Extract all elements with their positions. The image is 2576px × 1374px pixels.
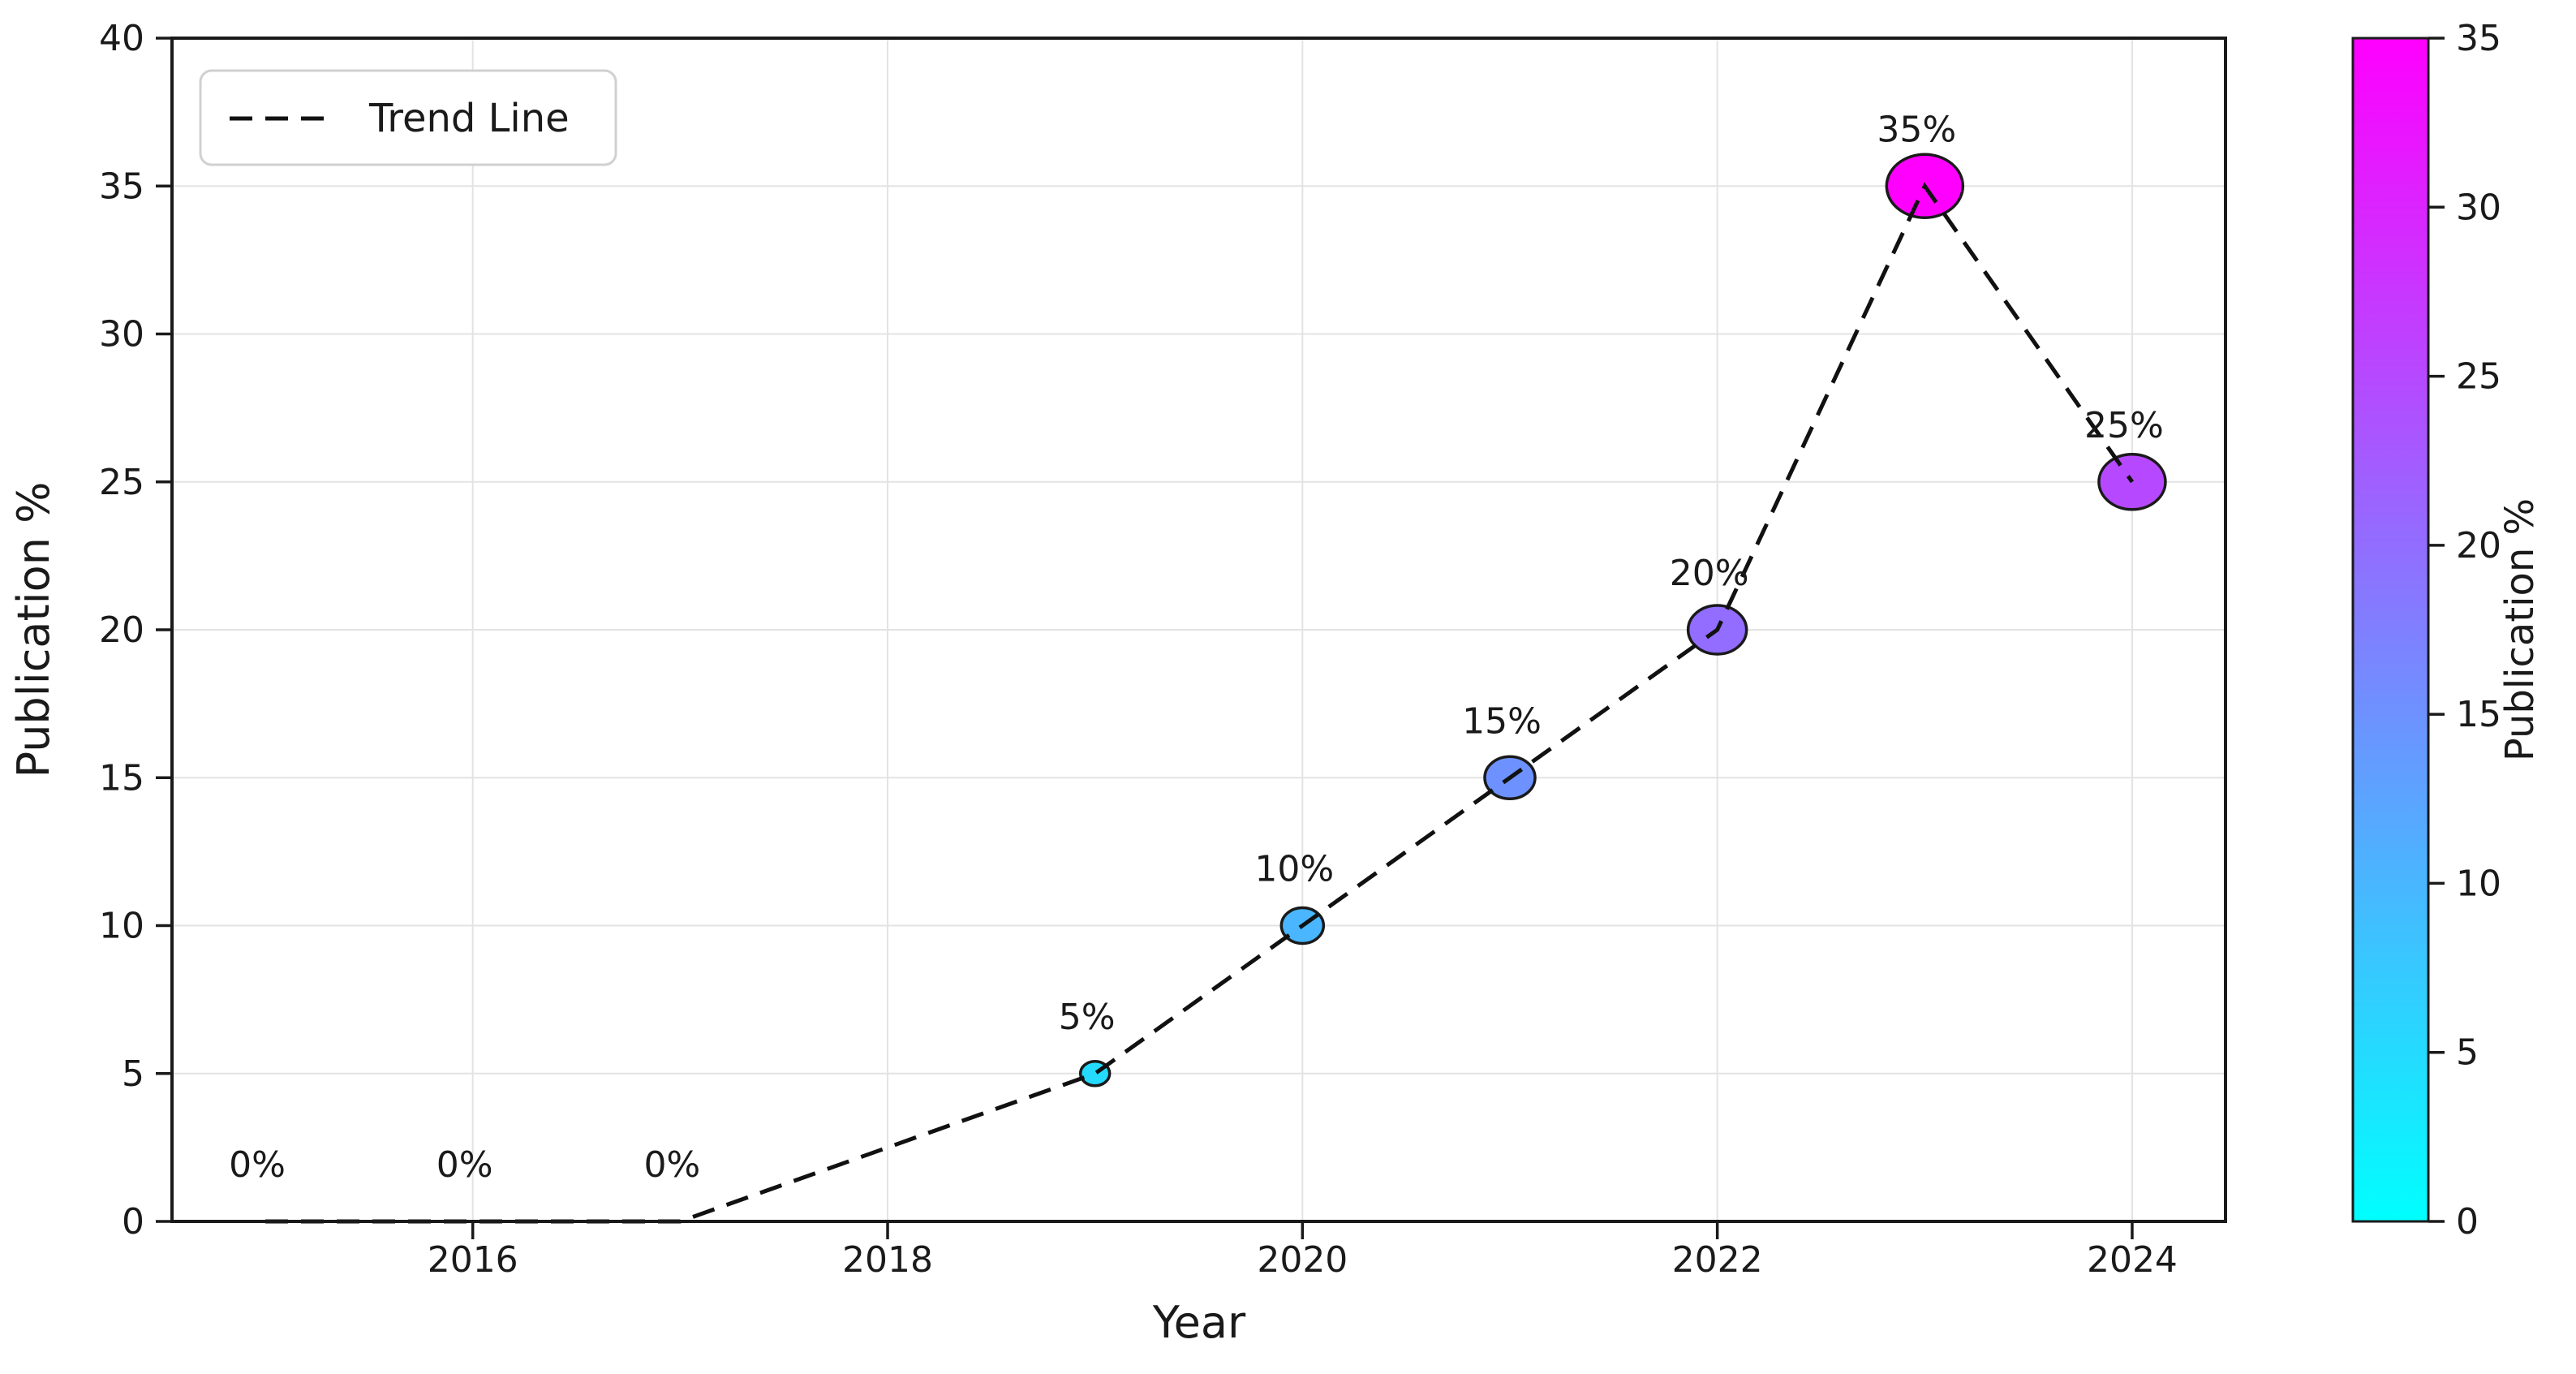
x-tick-label: 2016 [428,1239,518,1281]
label-2020: 10% [1254,849,1334,890]
label-2023: 35% [1877,109,1956,150]
trend-line [265,182,2135,1224]
label-2017: 0% [643,1144,700,1186]
y-tick-label: 30 [99,314,144,355]
label-2016: 0% [437,1144,493,1186]
colorbar-tick-label: 20 [2456,525,2501,566]
x-tick-label: 2020 [1257,1239,1348,1281]
x-tick-label: 2022 [1672,1239,1763,1281]
x-axis-title: Year [1152,1297,1246,1348]
colorbar-frame [2351,37,2430,1223]
y-tick-label: 25 [99,462,144,503]
y-tick-label: 40 [99,18,144,59]
label-2015: 0% [229,1144,286,1186]
colorbar-tick-label: 30 [2456,187,2501,228]
colorbar-tick-label: 35 [2456,18,2501,59]
y-tick-label: 5 [122,1053,144,1095]
colorbar-tick-label: 15 [2456,694,2501,735]
x-tick-label: 2024 [2087,1239,2178,1281]
y-tick-label: 0 [122,1201,144,1243]
y-tick-label: 10 [99,906,144,947]
y-tick-label: 20 [99,609,144,651]
label-2022: 20% [1670,553,1749,594]
plot-border [170,37,2227,1223]
y-tick-label: 15 [99,757,144,799]
colorbar-tick-label: 10 [2456,863,2501,904]
colorbar-title: Publication % [2497,498,2543,761]
data-points [1078,153,2167,1088]
colorbar-tick-label: 0 [2456,1201,2479,1243]
y-axis-title: Publication % [8,482,59,778]
legend: Trend Line [199,69,617,166]
label-2019: 5% [1059,997,1116,1038]
colorbar-tick-label: 25 [2456,356,2501,398]
colorbar: 0 5 10 15 20 25 30 35 [2351,18,2501,1243]
axis-ticks: 0 5 10 15 20 25 30 35 40 2016 2018 2020 2022 2024 [99,18,2178,1281]
label-2024: 25% [2084,405,2164,446]
x-tick-label: 2018 [842,1239,933,1281]
point-labels: 0% 0% 0% 5% 10% 15% 20% 35% 25% [229,109,2164,1186]
colorbar-tick-label: 5 [2456,1032,2479,1074]
legend-label: Trend Line [368,96,570,141]
y-tick-label: 35 [99,166,144,207]
trend-line-layer [265,182,2135,1224]
label-2021: 15% [1462,700,1542,742]
legend-frame [199,69,617,166]
colorbar-gradient [2353,38,2428,1221]
